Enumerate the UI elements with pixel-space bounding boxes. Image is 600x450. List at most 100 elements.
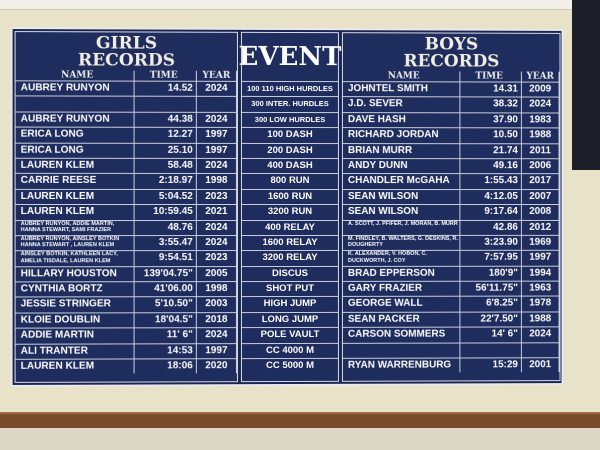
girls-records-panel: GIRLS RECORDS NAME TIME YEAR AUBREY RUNYO… bbox=[14, 31, 238, 383]
athlete-name: RICHARD JORDAN bbox=[342, 128, 461, 143]
boys-record-row: GARY FRAZIER 56'11.75" 1963 bbox=[342, 280, 560, 297]
girls-record-row: AUBREY RUNYON 44.38 2024 bbox=[15, 111, 237, 128]
record-mark: 3:23.90 bbox=[460, 235, 522, 251]
athlete-name: CHANDLER McGAHA bbox=[342, 174, 461, 189]
record-mark: 5:04.52 bbox=[134, 189, 197, 205]
athlete-name: ERICA LONG bbox=[15, 127, 135, 143]
record-year: 1998 bbox=[196, 282, 237, 297]
athlete-name: LAUREN KLEM bbox=[15, 189, 135, 205]
boys-record-row: RYAN WARRENBURG 15:29 2001 bbox=[342, 357, 560, 374]
event-row: 200 DASH bbox=[241, 142, 338, 159]
event-name: 200 DASH bbox=[267, 144, 313, 156]
athlete-name: JESSIE STRINGER bbox=[15, 297, 135, 313]
boys-record-row: BRIAN MURR 21.74 2011 bbox=[342, 142, 560, 159]
athlete-name: LAUREN KLEM bbox=[15, 359, 135, 375]
event-name: 1600 RUN bbox=[267, 190, 313, 202]
record-mark: 12.27 bbox=[134, 127, 197, 143]
boys-record-row: A. SCOTT, J. PFIFER, J. MORAN, B. MURR 42… bbox=[342, 219, 560, 235]
event-name: DISCUS bbox=[272, 267, 308, 279]
boys-record-row: BRAD EPPERSON 180'9" 1994 bbox=[342, 265, 560, 281]
event-row: 1600 RELAY bbox=[241, 234, 338, 251]
girls-record-row: ALI TRANTER 14:53 1997 bbox=[15, 342, 237, 359]
record-year: 2021 bbox=[196, 205, 237, 220]
record-mark: 2:18.97 bbox=[134, 174, 197, 189]
record-mark: 14:53 bbox=[134, 343, 197, 359]
event-row: POLE VAULT bbox=[241, 327, 338, 343]
side-sign bbox=[572, 0, 600, 170]
record-mark: 9:54.51 bbox=[134, 251, 197, 266]
event-row: CC 5000 M bbox=[241, 357, 338, 374]
record-mark: 1:55.43 bbox=[460, 174, 522, 189]
girls-record-row: AUBREY RUNYON 14.52 2024 bbox=[15, 80, 237, 97]
boys-record-row: ANDY DUNN 49.16 2006 bbox=[342, 158, 560, 174]
record-mark: 18:06 bbox=[134, 359, 197, 374]
record-mark: 56'11.75" bbox=[460, 281, 522, 297]
record-year: 1963 bbox=[521, 281, 560, 297]
girls-record-row: ERICA LONG 12.27 1997 bbox=[15, 126, 237, 143]
boys-records-panel: BOYS RECORDS NAME TIME YEAR JOHNTEL SMITH… bbox=[341, 32, 561, 382]
record-mark: 38.32 bbox=[460, 97, 522, 113]
boys-record-row: K. ALEXANDER, V. HOBON, C. DUCKWORTH, J.… bbox=[342, 250, 560, 266]
record-mark: 6'8.25" bbox=[460, 297, 522, 312]
athlete-name: A. SCOTT, J. PFIFER, J. MORAN, B. MURR bbox=[342, 220, 461, 235]
record-year: 1969 bbox=[521, 235, 560, 251]
girls-title-line2: RECORDS bbox=[77, 50, 176, 71]
athlete-name: AUBREY RUNYON bbox=[15, 112, 135, 127]
record-year: 2024 bbox=[196, 235, 237, 251]
record-mark: 25.10 bbox=[134, 143, 197, 158]
record-year: 2012 bbox=[521, 220, 560, 235]
record-year: 2011 bbox=[521, 143, 560, 159]
record-year: 2024 bbox=[521, 97, 560, 113]
record-mark: 10:59.45 bbox=[134, 205, 197, 220]
record-mark: 58.48 bbox=[134, 158, 197, 174]
athlete-name bbox=[15, 96, 135, 112]
boys-record-row: CARSON SOMMERS 14' 6" 2024 bbox=[342, 326, 560, 343]
record-mark: 41'06.00 bbox=[134, 282, 197, 297]
athlete-name: JOHNTEL SMITH bbox=[342, 82, 461, 97]
girls-title: GIRLS RECORDS bbox=[16, 32, 237, 71]
boys-record-row: JOHNTEL SMITH 14.31 2009 bbox=[342, 81, 560, 97]
athlete-name: SEAN WILSON bbox=[342, 189, 461, 205]
event-name: 1600 RELAY bbox=[262, 236, 318, 248]
athlete-name: HILLARY HOUSTON bbox=[15, 266, 135, 282]
event-row: 400 DASH bbox=[241, 157, 338, 174]
athlete-name: GEORGE WALL bbox=[342, 297, 461, 312]
record-mark bbox=[134, 97, 197, 112]
record-year bbox=[521, 342, 560, 358]
record-year: 2017 bbox=[521, 174, 560, 189]
record-year: 1997 bbox=[196, 143, 237, 158]
record-year: 1988 bbox=[521, 128, 560, 143]
record-mark: 15:29 bbox=[460, 358, 522, 373]
record-year: 1998 bbox=[196, 174, 237, 189]
record-year: 1988 bbox=[521, 312, 560, 327]
athlete-name: CARRIE REESE bbox=[15, 174, 135, 189]
ceiling bbox=[0, 0, 600, 10]
girls-record-row: ADDIE MARTIN 11' 6" 2024 bbox=[15, 327, 237, 344]
event-row: 3200 RELAY bbox=[241, 250, 338, 266]
record-mark: 22'7.50" bbox=[460, 312, 522, 327]
event-row: 100 110 HIGH HURDLES bbox=[241, 80, 338, 97]
record-year: 2018 bbox=[196, 312, 237, 328]
record-mark: 48.76 bbox=[134, 220, 197, 235]
record-mark: 7:57.95 bbox=[460, 251, 522, 266]
record-year: 2024 bbox=[196, 112, 237, 128]
record-mark: 180'9" bbox=[460, 266, 522, 281]
record-year: 2006 bbox=[521, 159, 560, 174]
record-mark: 3:55.47 bbox=[134, 235, 197, 251]
event-name: 100 DASH bbox=[267, 129, 313, 141]
record-mark: 37.90 bbox=[460, 113, 522, 128]
athlete-name: ANDY DUNN bbox=[342, 159, 461, 174]
boys-record-row: SEAN WILSON 4:12.05 2007 bbox=[342, 188, 560, 205]
athlete-name: BRAD EPPERSON bbox=[342, 266, 461, 281]
athlete-name: CYNTHIA BORTZ bbox=[15, 282, 135, 297]
record-mark: 18'04.5" bbox=[134, 313, 197, 328]
event-row: HIGH JUMP bbox=[241, 296, 338, 312]
event-name: 400 DASH bbox=[267, 159, 313, 171]
event-name: POLE VAULT bbox=[260, 329, 320, 341]
event-row: 100 DASH bbox=[241, 127, 338, 143]
header-year: YEAR bbox=[521, 71, 560, 82]
athlete-name: AUBREY RUNYON bbox=[15, 81, 135, 97]
header-name: NAME bbox=[15, 70, 135, 81]
boys-rows: JOHNTEL SMITH 14.31 2009 J.D. SEVER 38.32 202… bbox=[342, 81, 560, 374]
athlete-name: AUBREY RUNYON, ADDIE MARTIN, HANNA STEWA… bbox=[15, 220, 135, 236]
